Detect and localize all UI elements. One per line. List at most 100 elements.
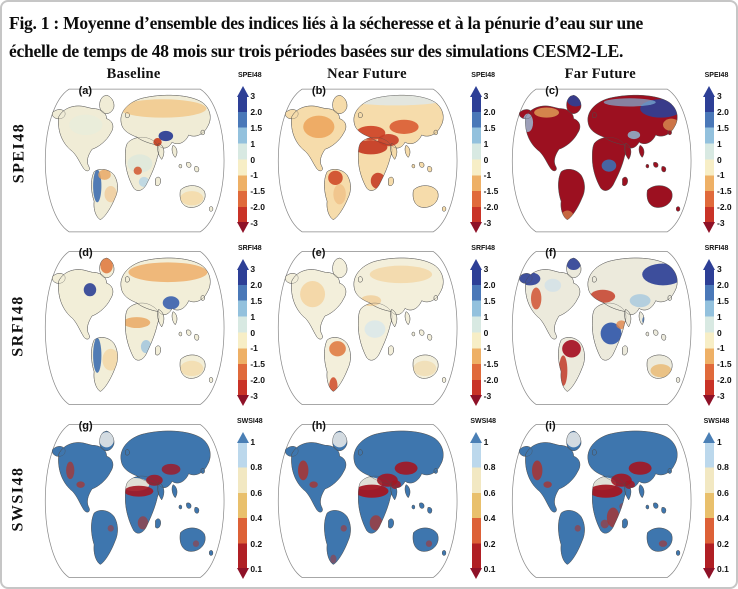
- colorbar-tick: 2.0: [716, 106, 729, 117]
- colorbar-tick: 1: [716, 311, 722, 322]
- colorbar-title: SRFI48: [237, 245, 262, 252]
- colorbar-tick: 0: [250, 154, 256, 165]
- colorbar-arrow-down: [470, 395, 483, 406]
- world-map-r1c2: [511, 251, 692, 405]
- map-column-r0c1: Near Future (b): [269, 66, 464, 239]
- coastlines: [518, 95, 680, 220]
- colorbar-tick: -3: [483, 218, 492, 228]
- colorbar-arrow-up: [236, 86, 249, 97]
- panel-f: (f) SRFI48 3 2.0 1.5 1 0 -1 -1.5 -2.0 -3: [503, 239, 736, 412]
- colorbar-tick: 2.0: [716, 279, 729, 290]
- colorbar-tick: 0.1: [716, 564, 729, 574]
- colorbar-title: SWSI48: [470, 418, 496, 425]
- colorbar-title: SWSI48: [703, 418, 730, 425]
- colorbar-tick: -2.0: [483, 202, 499, 213]
- colorbar-tick: 0.6: [483, 487, 496, 498]
- colorbar-srfi48-r1c0: SRFI48 3 2.0 1.5 1 0 -1 -1.5 -2.0 -3: [231, 239, 268, 412]
- colorbar-tick: 0.4: [250, 513, 263, 524]
- colorbar-tick: 0.2: [483, 538, 496, 549]
- colorbar-tick: 1: [250, 437, 256, 447]
- colorbar-arrow-down: [470, 222, 483, 233]
- index-anomaly-shading: [66, 432, 200, 547]
- world-map-r0c0: [44, 88, 225, 233]
- colorbar-tick: -1: [483, 170, 492, 181]
- colorbar-tick: -1.5: [250, 359, 265, 370]
- world-map-r0c1: [278, 88, 458, 233]
- colorbar-spei48-r0c0: SPEI48 3 2.0 1.5 1 0 -1 -1.5 -2.0 -3: [231, 66, 268, 239]
- caption-line-2: échelle de temps de 48 mois sur trois pé…: [9, 41, 624, 61]
- index-anomaly-shading: [83, 258, 208, 377]
- colorbar-title: SWSI48: [236, 418, 263, 425]
- mapbox-r2c2: (i): [505, 419, 698, 583]
- colorbar-title: SPEI48: [237, 72, 262, 79]
- world-map-r2c2: [511, 424, 692, 578]
- colorbar-arrow-up: [703, 86, 716, 97]
- colorbar-tick: 1: [483, 311, 489, 322]
- colorbar-tick: -3: [716, 218, 725, 228]
- colorbar-arrow-down: [236, 395, 249, 406]
- panel-e: (e) SRFI48 3 2.0 1.5 1 0 -1 -1.5 -2.0 -3: [269, 239, 502, 412]
- panel-a: Baseline (a) SPEI48 3 2.0 1.5 1 0 -1 -1.5 -2.0 -3: [36, 66, 269, 239]
- world-map-r2c1: [278, 424, 458, 578]
- colorbar-tick: 1: [250, 311, 256, 322]
- colorbar-tick: -3: [250, 391, 258, 401]
- spacer: [269, 239, 464, 246]
- mapbox-r0c2: (c): [505, 84, 698, 237]
- mapbox-r1c2: (f): [505, 246, 698, 410]
- colorbar-title: SRFI48: [704, 245, 729, 252]
- index-anomaly-shading: [298, 432, 433, 564]
- column-title-baseline: Baseline: [106, 66, 161, 82]
- colorbar-tick: 0: [716, 154, 722, 165]
- index-anomaly-shading: [531, 432, 667, 547]
- row-srfi48: SRFI48 (d) SRFI48 3 2.0 1.5 1 0 -1 -1.5 -2.0 -3 (e) S…: [2, 239, 736, 412]
- colorbar-tick: -2.0: [483, 375, 499, 386]
- colorbar-arrow-down: [236, 568, 249, 579]
- colorbar-tick: 3: [483, 91, 489, 101]
- colorbar-tick: -1: [250, 170, 258, 181]
- map-column-r1c1: (e): [269, 239, 464, 412]
- panel-letter: (c): [545, 85, 559, 97]
- column-title-far-future: Far Future: [564, 66, 636, 82]
- mapbox-r2c1: (h): [271, 419, 464, 583]
- spacer: [36, 412, 231, 419]
- colorbar-spei48-r0c1: SPEI48 3 2.0 1.5 1 0 -1 -1.5 -2.0 -3: [465, 66, 502, 239]
- colorbar-arrow-down: [703, 222, 716, 233]
- index-anomaly-shading: [69, 99, 207, 206]
- colorbar-tick: -1.5: [250, 186, 265, 197]
- colorbar-tick: 0.4: [716, 513, 729, 524]
- colorbar-arrow-down: [703, 395, 716, 406]
- colorbar-gradient: 3 2.0 1.5 1 0 -1 -1.5 -2.0 -3: [703, 259, 732, 406]
- mapbox-r0c0: (a): [38, 84, 231, 237]
- panel-letter: (g): [78, 420, 93, 432]
- panel-letter: (b): [311, 85, 326, 97]
- colorbar-tick: 3: [716, 91, 722, 101]
- colorbar-swsi48-r2c0: SWSI48 1 0.8 0.6 0.4 0.2 0.1: [231, 412, 268, 585]
- colorbar-gradient: 3 2.0 1.5 1 0 -1 -1.5 -2.0 -3: [703, 86, 732, 233]
- colorbar-tick: 0.2: [716, 538, 729, 549]
- colorbar-tick: 0.4: [483, 513, 496, 524]
- colorbar-arrow-up: [470, 432, 483, 443]
- row-label-text: SPEI48: [10, 122, 28, 183]
- colorbar-arrow-up: [470, 86, 483, 97]
- map-column-r1c0: (d): [36, 239, 231, 412]
- colorbar-tick: 0.8: [716, 462, 729, 473]
- colorbar-tick: -1: [483, 343, 492, 354]
- colorbar-arrow-up: [703, 432, 716, 443]
- colorbar-tick: -1.5: [483, 186, 499, 197]
- mapbox-r1c0: (d): [38, 246, 231, 410]
- map-column-r0c0: Baseline (a): [36, 66, 231, 239]
- world-map-r2c0: [44, 424, 225, 578]
- colorbar-tick: 1: [716, 138, 722, 149]
- colorbar-arrow-up: [236, 432, 249, 443]
- spacer: [503, 412, 698, 419]
- map-column-r2c2: (i): [503, 412, 698, 585]
- colorbar-swsi48-r2c2: SWSI48 1 0.8 0.6 0.4 0.2 0.1: [698, 412, 735, 585]
- row-spei48: SPEI48 Baseline (a) SPEI48 3 2.0 1.5 1 0 -1 -1.5 -2…: [2, 66, 736, 239]
- colorbar-swsi48-r2c1: SWSI48 1 0.8 0.6 0.4 0.2 0.1: [465, 412, 502, 585]
- row-label-srfi48: SRFI48: [2, 239, 36, 412]
- map-column-r2c0: (g): [36, 412, 231, 585]
- colorbar-title: SPEI48: [471, 72, 496, 79]
- colorbar-tick: 2.0: [483, 106, 496, 117]
- coastlines: [52, 95, 214, 220]
